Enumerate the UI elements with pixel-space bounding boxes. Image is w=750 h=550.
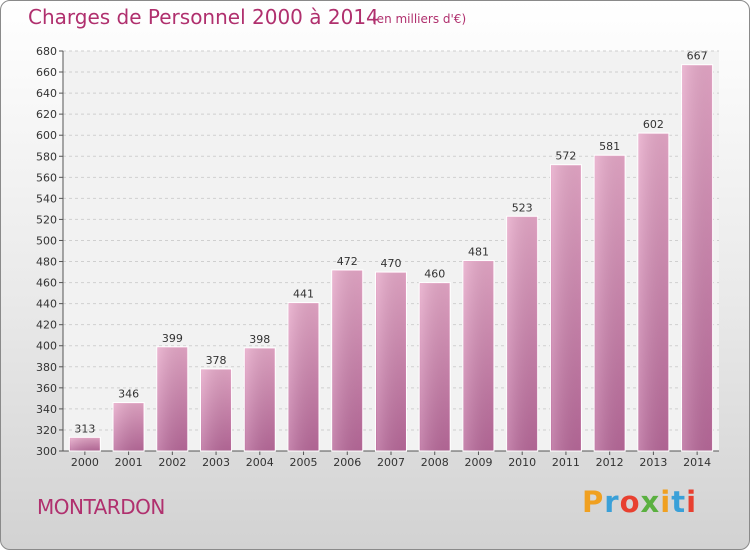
value-label: 581 xyxy=(599,140,620,153)
logo-letter: i xyxy=(660,485,672,519)
y-tick-label: 600 xyxy=(36,129,57,142)
logo-letter: t xyxy=(671,485,687,519)
x-tick-label: 2005 xyxy=(290,456,318,469)
value-label: 470 xyxy=(381,257,402,270)
y-tick-label: 660 xyxy=(36,66,57,79)
y-tick-label: 680 xyxy=(36,45,57,58)
value-label: 399 xyxy=(162,332,183,345)
x-tick-label: 2003 xyxy=(202,456,230,469)
x-tick-label: 2000 xyxy=(71,456,99,469)
bars xyxy=(68,64,714,452)
bar-shade xyxy=(332,270,362,451)
bar-shade xyxy=(114,403,144,451)
y-tick-label: 620 xyxy=(36,108,57,121)
x-tick-label: 2006 xyxy=(333,456,361,469)
bar-shade xyxy=(245,348,275,451)
x-tick-label: 2012 xyxy=(596,456,624,469)
y-tick-label: 300 xyxy=(36,445,57,458)
chart-title: Charges de Personnel 2000 à 2014 xyxy=(28,5,379,29)
bar-shade xyxy=(420,283,450,451)
bar-shade xyxy=(682,65,712,452)
x-tick-label: 2014 xyxy=(683,456,711,469)
logo-letter: x xyxy=(640,485,661,519)
x-tick-label: 2013 xyxy=(639,456,667,469)
y-tick-label: 520 xyxy=(36,213,57,226)
city-name: MONTARDON xyxy=(37,495,165,519)
chart-subtitle: (en milliers d'€) xyxy=(372,12,467,26)
x-tick-label: 2002 xyxy=(158,456,186,469)
bar-shade xyxy=(638,134,668,451)
x-tick-label: 2010 xyxy=(508,456,536,469)
logo-letter: P xyxy=(582,485,605,519)
value-label: 602 xyxy=(643,118,664,131)
y-tick-label: 560 xyxy=(36,171,57,184)
y-tick-label: 340 xyxy=(36,403,57,416)
y-tick-label: 380 xyxy=(36,361,57,374)
x-tick-label: 2001 xyxy=(115,456,143,469)
logo-letter: r xyxy=(604,485,620,519)
x-tick-label: 2009 xyxy=(464,456,492,469)
bar-shade xyxy=(201,369,231,451)
value-label: 346 xyxy=(118,388,139,401)
bar-shade xyxy=(70,438,100,451)
x-tick-label: 2008 xyxy=(421,456,449,469)
bar-shade xyxy=(463,261,493,451)
y-tick-label: 540 xyxy=(36,192,57,205)
y-tick-label: 400 xyxy=(36,340,57,353)
bar-shade xyxy=(157,347,187,451)
y-tick-label: 420 xyxy=(36,319,57,332)
value-label: 460 xyxy=(424,268,445,281)
value-label: 523 xyxy=(512,201,533,214)
bar-shade xyxy=(376,273,406,451)
value-label: 398 xyxy=(249,333,270,346)
y-tick-label: 500 xyxy=(36,234,57,247)
value-label: 378 xyxy=(206,354,227,367)
logo-letter: o xyxy=(619,485,641,519)
logo-letter: i xyxy=(686,485,698,519)
proxiti-logo: Proxiti xyxy=(582,485,697,519)
y-tick-label: 460 xyxy=(36,277,57,290)
y-tick-label: 640 xyxy=(36,87,57,100)
bar-shade xyxy=(289,303,319,451)
labels: 300 320 340 360 380 400 420 440 460 480 500 520 540 5… xyxy=(36,45,711,469)
value-label: 441 xyxy=(293,288,314,301)
y-tick-label: 480 xyxy=(36,256,57,269)
x-tick-label: 2011 xyxy=(552,456,580,469)
bar-shade xyxy=(551,165,581,451)
value-label: 313 xyxy=(74,422,95,435)
x-tick-label: 2007 xyxy=(377,456,405,469)
y-tick-label: 580 xyxy=(36,150,57,163)
value-label: 481 xyxy=(468,245,489,258)
value-label: 667 xyxy=(687,50,708,63)
bar-shade xyxy=(507,217,537,451)
bar-shade xyxy=(595,156,625,452)
y-tick-label: 320 xyxy=(36,424,57,437)
y-tick-label: 440 xyxy=(36,298,57,311)
x-tick-label: 2004 xyxy=(246,456,274,469)
value-label: 472 xyxy=(337,255,358,268)
value-label: 572 xyxy=(555,150,576,163)
y-tick-label: 360 xyxy=(36,382,57,395)
